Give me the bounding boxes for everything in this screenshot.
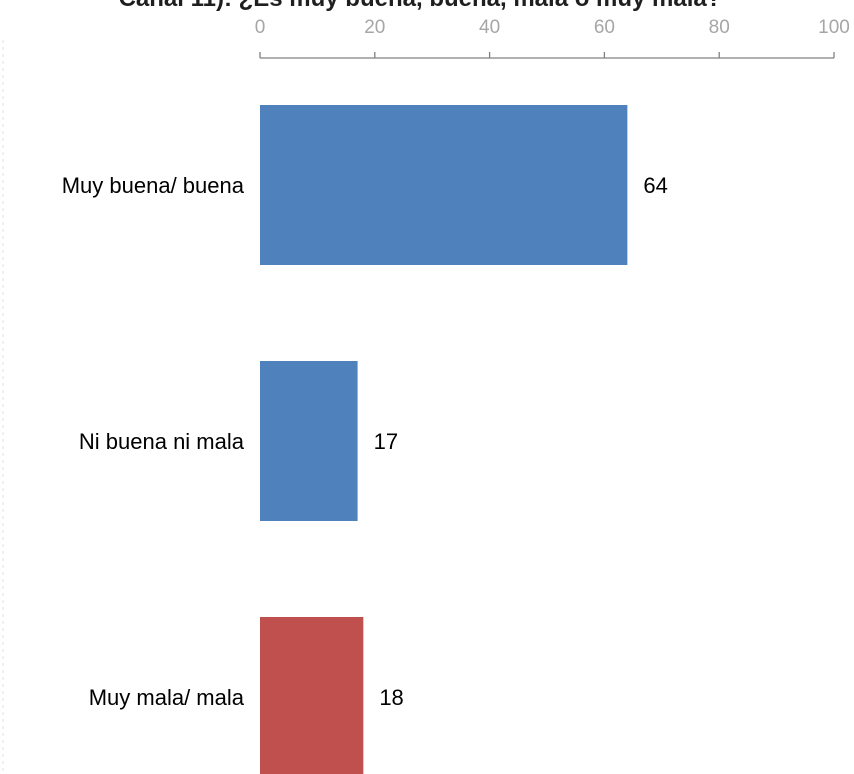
x-tick-label: 0 xyxy=(255,17,266,38)
bar xyxy=(260,361,358,521)
x-tick-label: 40 xyxy=(479,17,500,38)
category-label: Ni buena ni mala xyxy=(79,429,245,454)
bar xyxy=(260,617,364,774)
x-axis: 0 20 40 60 80 100 xyxy=(255,17,850,59)
x-tick-label: 60 xyxy=(594,17,615,38)
category-label: Muy buena/ buena xyxy=(62,173,245,198)
chart-title: Canal 11): ¿Es muy buena, buena, mala o … xyxy=(119,0,722,12)
bars: Muy buena/ buena 64 Ni buena ni mala 17 Muy … xyxy=(62,105,668,774)
data-label: 17 xyxy=(374,429,398,454)
data-label: 18 xyxy=(379,685,403,710)
bar xyxy=(260,105,628,265)
category-label: Muy mala/ mala xyxy=(89,685,245,710)
x-tick-label: 20 xyxy=(364,17,385,38)
data-label: 64 xyxy=(643,173,667,198)
x-tick-label: 100 xyxy=(818,17,850,38)
x-tick-label: 80 xyxy=(709,17,730,38)
